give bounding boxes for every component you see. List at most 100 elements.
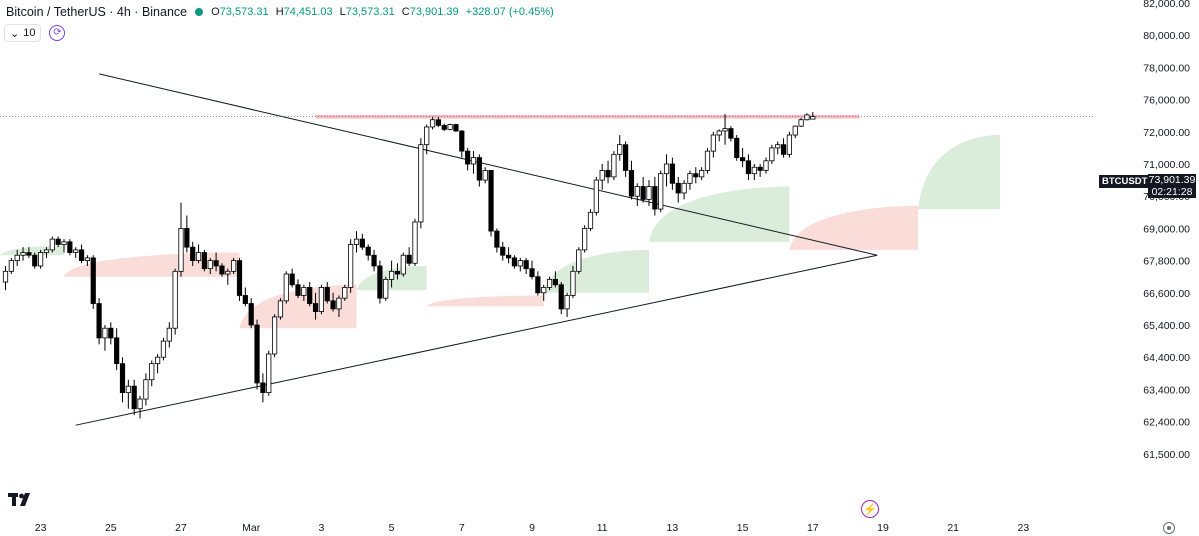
lightning-icon[interactable]: ⚡ <box>861 500 879 518</box>
candle-body <box>523 260 529 270</box>
candle <box>377 260 383 304</box>
candle <box>704 147 711 174</box>
candle-body <box>716 130 722 136</box>
candle <box>400 252 406 277</box>
candle <box>271 314 278 358</box>
candle-body <box>55 238 61 245</box>
candle <box>599 164 605 190</box>
candle <box>248 298 254 329</box>
candle <box>663 154 670 187</box>
candle <box>166 322 172 348</box>
candle-body <box>780 144 787 155</box>
candle <box>722 114 728 145</box>
candle <box>500 241 506 261</box>
refresh-icon[interactable]: ⟳ <box>49 25 66 41</box>
candle <box>8 257 14 275</box>
candle-body <box>628 170 635 197</box>
indicator-count: 10 <box>23 27 36 39</box>
candle-body <box>195 252 202 262</box>
candle <box>517 257 523 272</box>
candle-body <box>154 356 161 365</box>
candle-body <box>207 260 213 270</box>
candle <box>675 176 681 203</box>
candle-body <box>400 254 406 275</box>
indicator-toggle[interactable]: ⌄ 10 <box>4 24 42 42</box>
candle <box>260 373 266 403</box>
candle-body <box>734 137 740 158</box>
candle <box>734 135 740 161</box>
candle-body <box>38 252 44 267</box>
candle <box>769 144 775 164</box>
candle-body <box>745 160 752 175</box>
candle-body <box>541 287 547 294</box>
candle-body <box>172 270 178 329</box>
candle <box>26 247 32 258</box>
candle-body <box>324 287 330 302</box>
tradingview-logo[interactable] <box>8 493 34 512</box>
candle-body <box>646 186 652 200</box>
candle-body <box>623 144 629 171</box>
candle-body <box>804 114 810 121</box>
last-price-value: 73,901.39 <box>1148 174 1196 186</box>
candle <box>751 164 757 181</box>
resistance-zone-rect <box>315 114 860 119</box>
candle-body <box>763 160 769 171</box>
chevron-down-icon: ⌄ <box>10 27 20 40</box>
time-tick-label: 13 <box>667 522 679 534</box>
candle-body <box>365 246 371 256</box>
candle-body <box>798 119 804 127</box>
candle-body <box>114 337 120 365</box>
candle <box>786 131 793 158</box>
price-axis[interactable]: 82,000.00 80,000.00 78,000.00 76,000.00 72,0… <box>1143 0 1190 461</box>
time-axis[interactable]: 21232527Mar357911131517192123 <box>0 522 1030 534</box>
candle-body <box>353 238 360 245</box>
candle <box>312 292 319 320</box>
candle <box>195 244 202 264</box>
candle <box>172 268 178 335</box>
candle <box>201 249 207 272</box>
bar-countdown: 02:21:28 <box>1151 186 1193 198</box>
candle <box>640 176 646 203</box>
candle-body <box>786 134 793 155</box>
time-tick-label: 7 <box>459 522 465 534</box>
candle-body <box>84 257 90 261</box>
candle-body <box>73 249 79 253</box>
settings-icon[interactable] <box>1163 522 1175 534</box>
candle <box>324 282 330 304</box>
candle-body <box>219 265 225 275</box>
candle-body <box>312 303 319 312</box>
candle <box>78 244 85 264</box>
candle-body <box>652 186 658 210</box>
candle <box>20 247 26 261</box>
symbol-title[interactable]: Bitcoin / TetherUS · 4h · Binance <box>6 5 188 19</box>
candle <box>2 265 9 291</box>
candle-body <box>535 276 541 294</box>
candle-body <box>61 241 67 245</box>
candle <box>546 276 553 291</box>
candle <box>394 263 401 280</box>
candle-body <box>67 241 73 253</box>
candle-body <box>14 254 20 262</box>
candle <box>119 357 126 403</box>
time-tick-label: 5 <box>389 522 395 534</box>
candle-body <box>248 303 254 326</box>
candle-body <box>751 166 757 175</box>
open-label: O <box>211 6 220 18</box>
candle-body <box>412 221 418 264</box>
candle <box>318 284 325 315</box>
candle-body <box>681 182 687 194</box>
candle <box>470 151 477 174</box>
chart-header: Bitcoin / TetherUS · 4h · Binance O73,57… <box>6 2 558 22</box>
candle <box>798 118 804 127</box>
candle-body <box>441 124 447 130</box>
candle <box>289 268 295 288</box>
price-tick-label: 71,000.00 <box>1143 159 1190 171</box>
candle <box>745 154 752 181</box>
candle <box>804 113 810 121</box>
price-tick-label: 69,000.00 <box>1143 223 1190 235</box>
candle <box>529 260 535 280</box>
candle-body <box>757 166 763 171</box>
candle-body <box>166 327 172 342</box>
high-label: H <box>275 6 284 18</box>
